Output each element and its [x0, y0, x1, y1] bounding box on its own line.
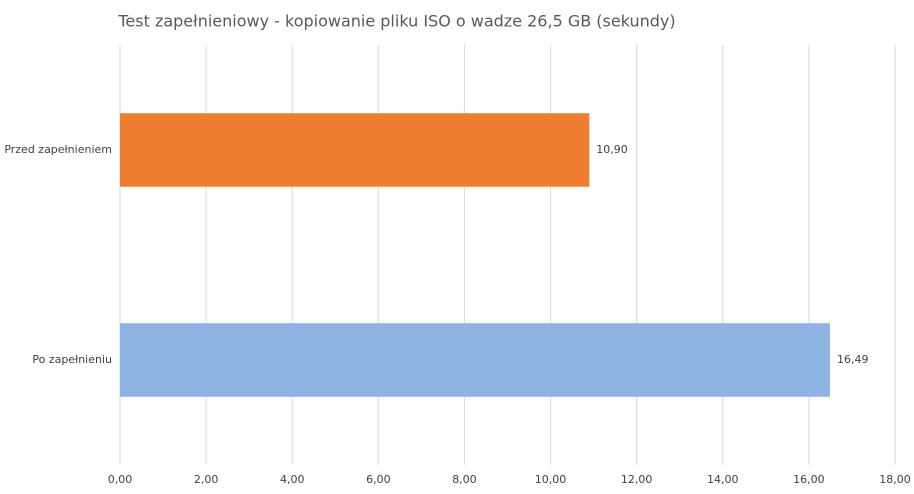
data-label: 10,90: [596, 143, 628, 156]
x-tick-label: 18,00: [879, 473, 911, 486]
y-tick-label: Po zapełnieniu: [32, 353, 112, 366]
bar: [120, 113, 590, 187]
x-tick-label: 4,00: [280, 473, 305, 486]
chart-title: Test zapełnieniowy - kopiowanie pliku IS…: [117, 12, 675, 31]
x-tick-label: 0,00: [108, 473, 133, 486]
x-tick-label: 2,00: [194, 473, 219, 486]
x-tick-label: 8,00: [452, 473, 477, 486]
x-tick-label: 6,00: [366, 473, 391, 486]
x-tick-label: 14,00: [707, 473, 739, 486]
bar: [120, 323, 830, 397]
x-tick-label: 10,00: [535, 473, 567, 486]
x-tick-label: 16,00: [793, 473, 825, 486]
x-tick-label: 12,00: [621, 473, 653, 486]
y-tick-label: Przed zapełnieniem: [4, 143, 112, 156]
data-label: 16,49: [837, 353, 869, 366]
